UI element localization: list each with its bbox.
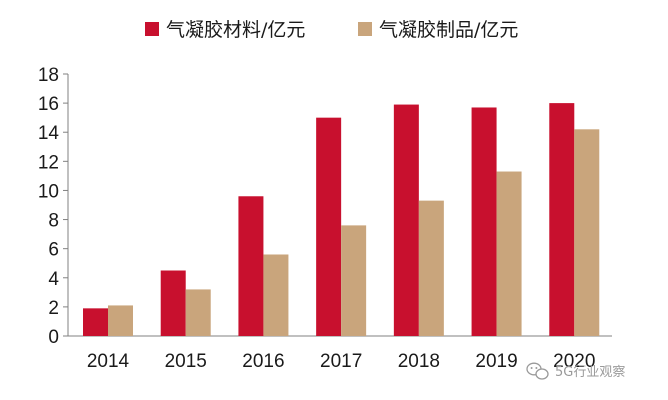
y-tick-label: 18 bbox=[38, 65, 59, 86]
y-axis: 0 2 4 6 8 10 12 14 16 18 bbox=[38, 65, 69, 348]
x-tick-label: 2018 bbox=[398, 351, 440, 372]
legend: 气凝胶材料/亿元 气凝胶制品/亿元 bbox=[145, 19, 518, 41]
bar-products-2019 bbox=[496, 171, 522, 336]
y-tick-label: 2 bbox=[48, 298, 59, 319]
x-tick-label: 2020 bbox=[553, 351, 595, 372]
y-tick-label: 16 bbox=[38, 94, 59, 115]
legend-swatch bbox=[145, 22, 159, 36]
watermark: 5G行业观察 bbox=[526, 362, 625, 380]
bar-products-2020 bbox=[574, 129, 600, 336]
bar-products-2017 bbox=[341, 225, 367, 336]
watermark-text: 5G行业观察 bbox=[555, 365, 625, 380]
bar-products-2014 bbox=[108, 305, 133, 336]
bar-products-2016 bbox=[263, 254, 289, 336]
bar-materials-2020 bbox=[549, 103, 575, 336]
bars bbox=[83, 103, 600, 337]
legend-label: 气凝胶材料/亿元 bbox=[166, 19, 305, 41]
y-tick-label: 10 bbox=[38, 181, 59, 202]
y-tick-label: 0 bbox=[48, 327, 59, 348]
y-tick-label: 4 bbox=[48, 269, 59, 290]
y-tick-label: 12 bbox=[38, 152, 59, 173]
bar-materials-2014 bbox=[83, 308, 108, 336]
x-axis: 2014 2015 2016 2017 2018 2019 2020 bbox=[68, 335, 612, 372]
bar-materials-2019 bbox=[471, 107, 497, 336]
bar-products-2015 bbox=[185, 289, 211, 336]
x-tick-label: 2016 bbox=[242, 351, 284, 372]
x-tick-label: 2014 bbox=[87, 351, 130, 372]
y-tick-label: 14 bbox=[38, 123, 60, 144]
legend-swatch bbox=[358, 22, 372, 36]
y-tick-label: 8 bbox=[48, 211, 59, 232]
y-tick-label: 6 bbox=[48, 240, 59, 261]
legend-label: 气凝胶制品/亿元 bbox=[379, 19, 518, 41]
bar-products-2018 bbox=[418, 200, 444, 336]
bar-materials-2015 bbox=[160, 270, 186, 336]
x-tick-label: 2017 bbox=[320, 351, 362, 372]
x-tick-label: 2019 bbox=[475, 351, 517, 372]
bar-materials-2016 bbox=[238, 196, 264, 336]
bar-materials-2017 bbox=[316, 117, 342, 337]
wechat-icon bbox=[526, 362, 549, 380]
bar-materials-2018 bbox=[393, 104, 419, 336]
x-tick-label: 2015 bbox=[165, 351, 207, 372]
